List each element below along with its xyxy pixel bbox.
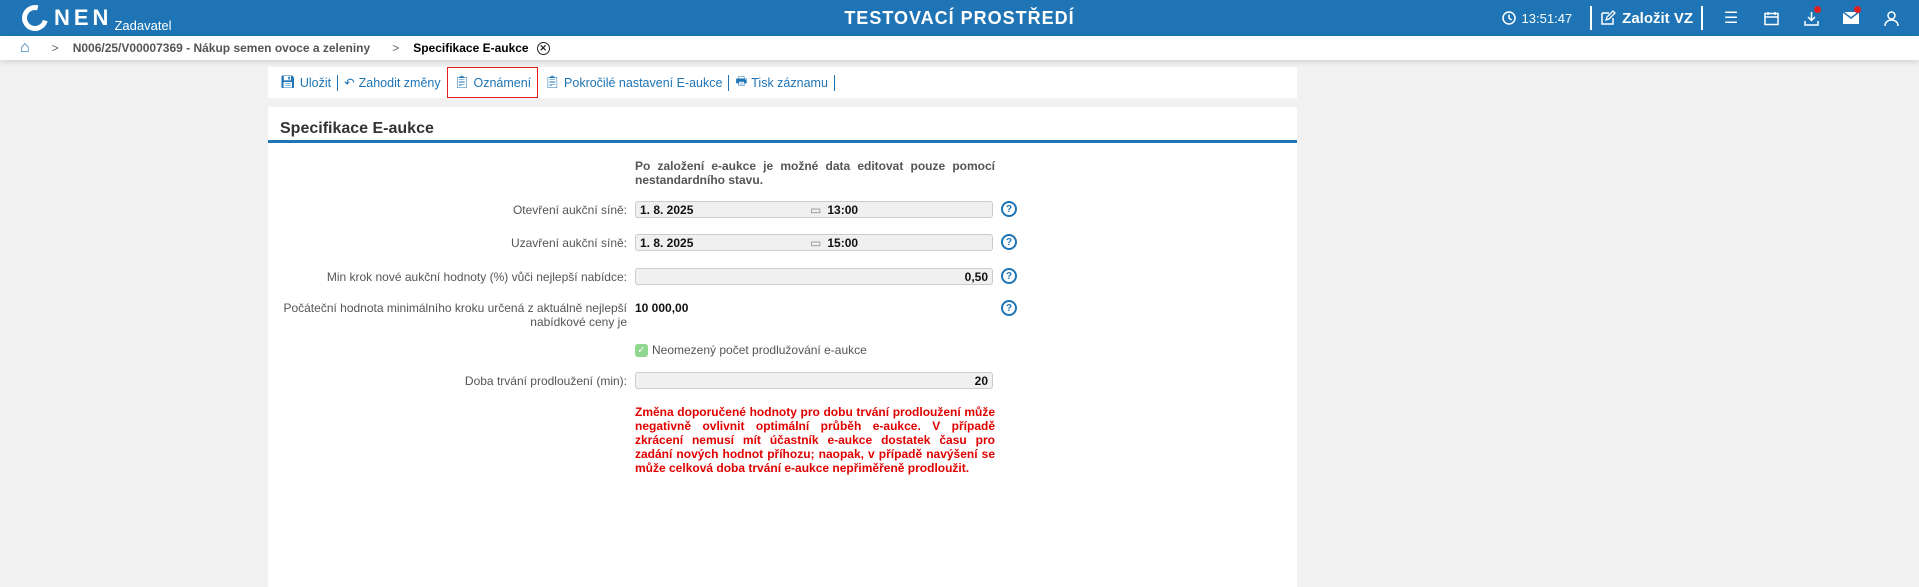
edit-icon [1601, 10, 1617, 25]
notice-button[interactable]: 📋︎ Oznámení [446, 67, 539, 98]
printer-icon: 🖶︎ [735, 74, 748, 88]
info-text: Po založení e-aukce je možné data editov… [635, 159, 995, 187]
open-label: Otevření aukční síně: [512, 203, 627, 217]
extension-duration-input[interactable]: 20 [635, 372, 993, 389]
checkbox-checked-icon: ✓ [635, 343, 648, 357]
min-step-value: 0,50 [964, 269, 988, 284]
divider [1590, 6, 1593, 30]
toolbar: 💾︎ Uložit ↶ Zahodit změny 📋︎ Oznámení 📋︎ Pok… [268, 67, 1297, 98]
chevron-right-icon: > [392, 41, 400, 55]
auction-spec-panel: Specifikace E-aukce Po založení e-aukce … [268, 107, 1297, 587]
notification-dot [1814, 6, 1821, 13]
session-clock: 13:51:47 [1501, 10, 1573, 26]
save-icon: 💾︎ [280, 75, 296, 89]
initial-step-label: Počáteční hodnota minimálního kroku urče… [283, 301, 627, 329]
open-date: 1. 8. 2025 [640, 202, 694, 217]
help-icon[interactable]: ? [1001, 201, 1017, 217]
download-icon[interactable] [1791, 0, 1831, 36]
create-vz-button[interactable]: Založit VZ [1600, 10, 1693, 27]
breadcrumb: ⌂ > N006/25/V00007369 - Nákup semen ovoc… [0, 36, 1919, 60]
extension-duration-value: 20 [974, 373, 988, 388]
clock-icon [1501, 11, 1516, 25]
print-button[interactable]: 🖶︎ Tisk záznamu [729, 72, 833, 94]
initial-step-value: 10 000,00 [635, 301, 689, 315]
logo-ring-icon [17, 0, 53, 36]
breadcrumb-item-procurement[interactable]: N006/25/V00007369 - Nákup semen ovoce a … [72, 41, 371, 55]
logo-text: NEN [54, 5, 113, 30]
section-title: Specifikace E-aukce [280, 120, 434, 137]
close-time: 15:00 [827, 235, 859, 250]
save-label: Uložit [299, 75, 332, 90]
close-date: 1. 8. 2025 [640, 235, 694, 250]
mail-icon[interactable] [1831, 0, 1871, 36]
create-vz-label: Založit VZ [1622, 9, 1693, 27]
chevron-right-icon: > [51, 41, 59, 55]
print-label: Tisk záznamu [751, 75, 828, 90]
top-header: NEN Zadavatel TESTOVACÍ PROSTŘEDÍ 13:51:… [0, 0, 1919, 36]
unlimited-extensions-label: Neomezený počet prodlužování e-aukce [652, 343, 867, 357]
menu-icon[interactable]: ☰ [1723, 10, 1739, 27]
calendar-icon[interactable]: ▭ [810, 235, 822, 250]
save-button[interactable]: 💾︎ Uložit [274, 72, 337, 94]
discard-changes-button[interactable]: ↶ Zahodit změny [338, 72, 446, 94]
min-step-input[interactable]: 0,50 [635, 268, 993, 285]
notification-dot [1854, 6, 1861, 13]
help-icon[interactable]: ? [1001, 234, 1017, 250]
clock-time: 13:51:47 [1521, 10, 1573, 26]
user-icon[interactable] [1871, 0, 1911, 36]
divider [1701, 6, 1703, 30]
help-icon[interactable]: ? [1001, 300, 1017, 316]
notice-label: Oznámení [473, 75, 532, 90]
warning-text: Změna doporučené hodnoty pro dobu trvání… [635, 405, 995, 475]
undo-icon: ↶ [344, 76, 355, 90]
advanced-settings-button[interactable]: 📋︎ Pokročilé nastavení E-aukce [538, 72, 728, 94]
divider [833, 74, 835, 91]
title-underline [268, 140, 1297, 143]
breadcrumb-current: Specifikace E-aukce [413, 41, 529, 55]
close-label: Uzavření aukční síně: [510, 236, 627, 250]
close-icon[interactable]: ✕ [536, 41, 550, 55]
help-icon[interactable]: ? [1001, 268, 1017, 284]
role-label: Zadavatel [114, 18, 172, 33]
unlimited-extensions-checkbox[interactable]: ✓ Neomezený počet prodlužování e-aukce [635, 343, 867, 357]
close-datetime-input[interactable]: 1. 8. 2025 ▭ 15:00 [635, 234, 993, 251]
divider [728, 74, 730, 91]
clipboard-icon: 📋︎ [544, 75, 561, 89]
advanced-label: Pokročilé nastavení E-aukce [564, 75, 723, 90]
clipboard-icon: 📋︎ [453, 75, 470, 89]
calendar-icon[interactable] [1751, 0, 1791, 36]
discard-label: Zahodit změny [358, 75, 441, 90]
open-datetime-input[interactable]: 1. 8. 2025 ▭ 13:00 [635, 201, 993, 218]
divider [337, 74, 339, 91]
calendar-icon[interactable]: ▭ [810, 202, 822, 217]
min-step-label: Min krok nové aukční hodnoty (%) vůči ne… [326, 270, 627, 284]
nen-logo[interactable]: NEN Zadavatel [17, 0, 172, 36]
extension-duration-label: Doba trvání prodloužení (min): [464, 374, 627, 388]
home-icon[interactable]: ⌂ [20, 39, 30, 56]
open-time: 13:00 [827, 202, 859, 217]
